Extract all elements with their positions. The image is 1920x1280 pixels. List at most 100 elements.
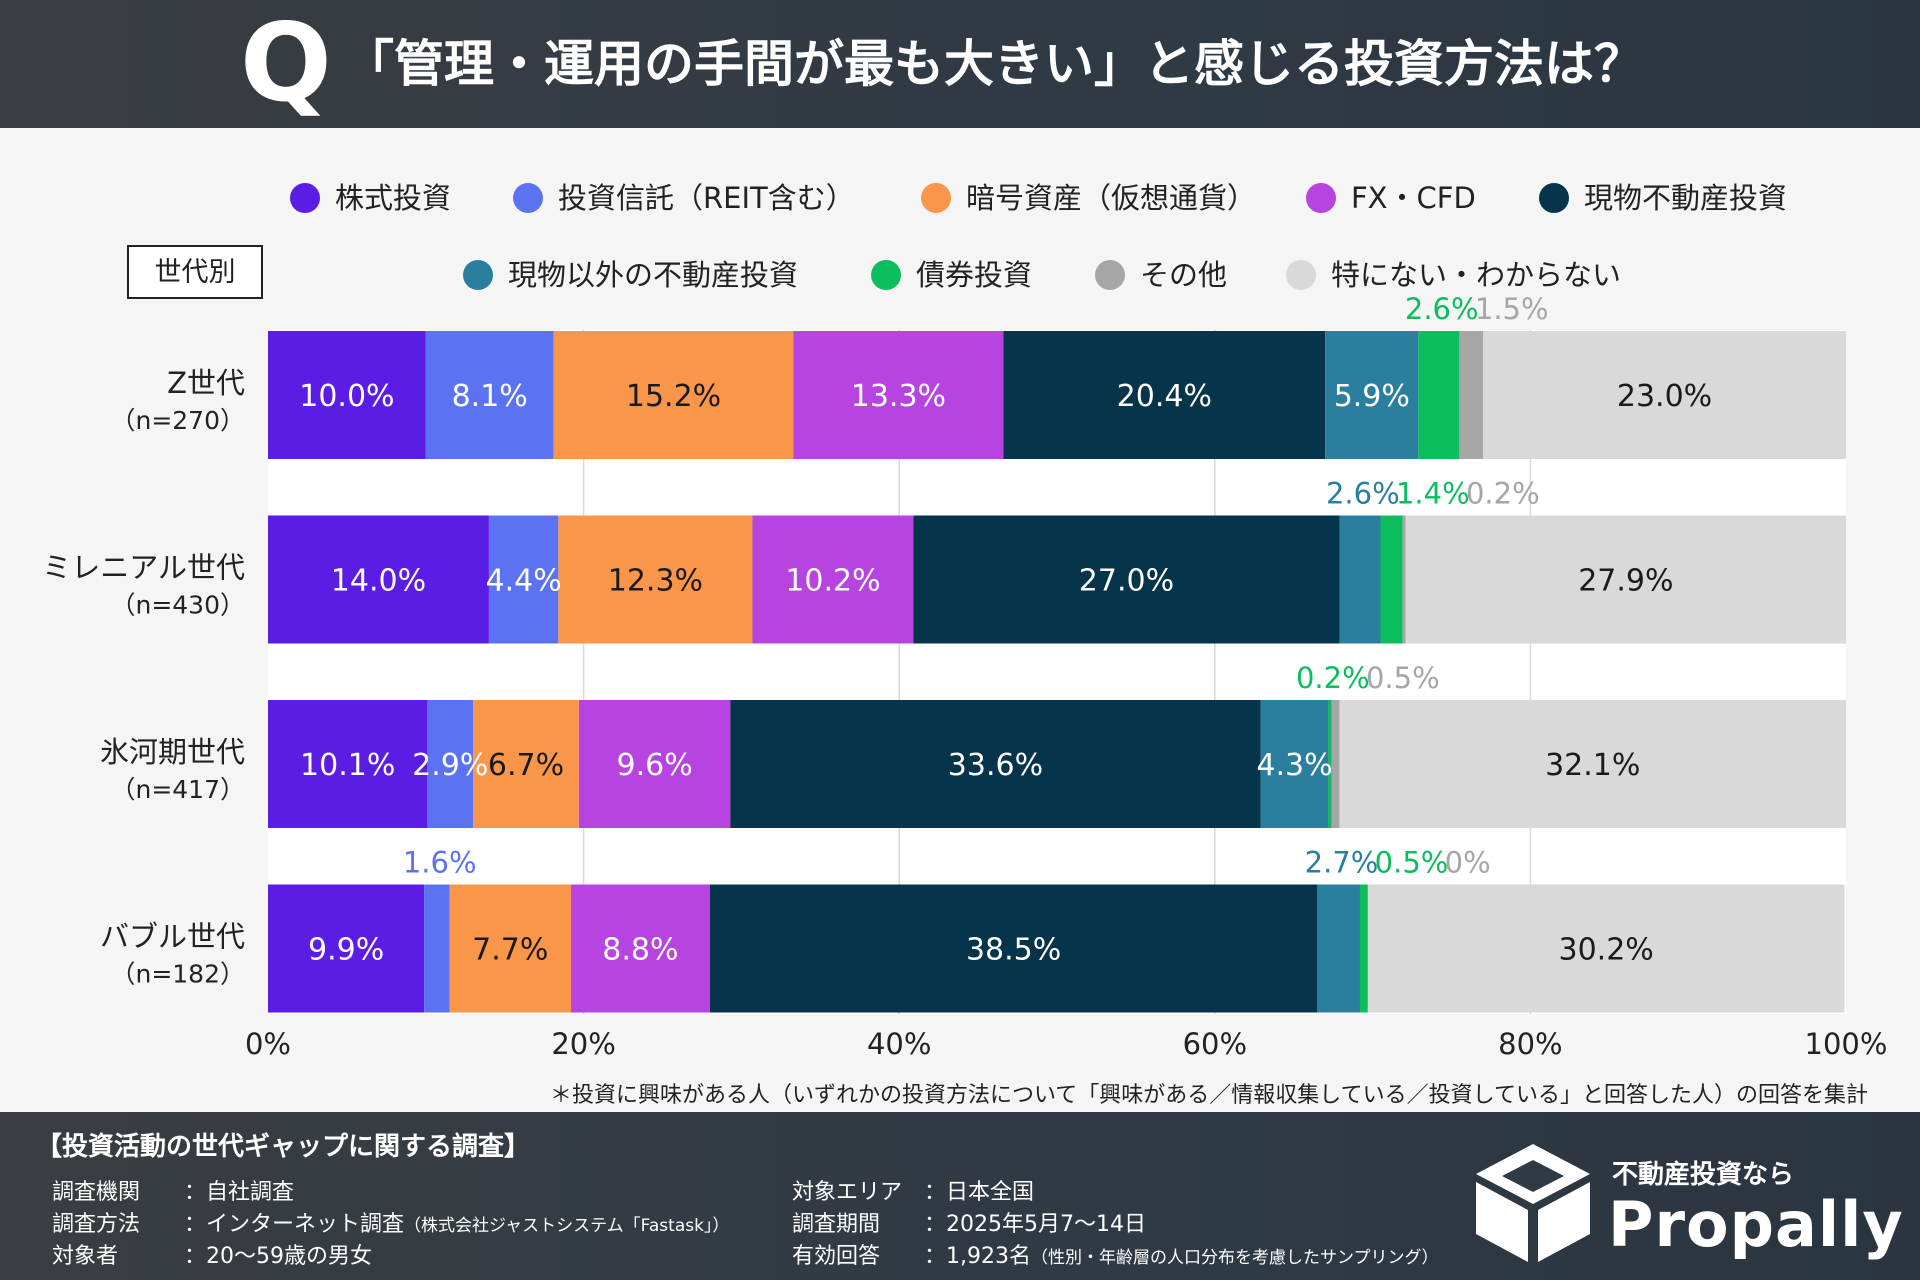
data-label: 10.2%: [785, 564, 880, 599]
data-label: 2.6%: [1405, 292, 1479, 326]
bar-segment: [553, 331, 794, 459]
survey-info-target: 対象者 ：20～59歳の男女: [52, 1238, 372, 1270]
bar-segment: [488, 515, 559, 644]
category-label: ミレニアル世代: [42, 551, 245, 585]
data-label: 6.7%: [488, 748, 564, 783]
info-key: 調査機関: [52, 1180, 141, 1205]
survey-info-period: 調査期間 ：2025年5月7～14日: [792, 1206, 1146, 1238]
legend-dot: [1286, 260, 1316, 290]
bar-segment: [1339, 700, 1846, 828]
data-label: 0.2%: [1296, 661, 1370, 695]
page-title: 「管理・運用の手間が最も大きい」と感じる投資方法は？: [344, 35, 1644, 93]
category-label: 氷河期世代: [100, 735, 245, 769]
category-sublabel: （n=270）: [110, 406, 245, 435]
info-value: ：1,923名: [924, 1244, 1031, 1269]
data-label: 7.7%: [472, 933, 548, 968]
survey-info-org: 調査機関 ：自社調査: [52, 1174, 294, 1206]
survey-title: 【投資活動の世代ギャップに関する調査】: [36, 1132, 531, 1162]
data-label: 27.9%: [1578, 564, 1673, 599]
bar-segment: [268, 884, 425, 1013]
bar-segment: [1260, 700, 1329, 828]
legend-dot: [921, 183, 951, 213]
bar-segment: [424, 884, 450, 1013]
bar-segment: [1331, 700, 1340, 828]
data-label: 2.9%: [412, 748, 488, 783]
footnote: ＊投資に興味がある人（いずれかの投資方法について「興味がある／情報収集している／…: [550, 1083, 1868, 1108]
bar-segment: [1367, 884, 1845, 1013]
legend-label: 現物以外の不動産投資: [508, 258, 798, 292]
legend-dot: [463, 260, 493, 290]
legend-dot: [1306, 183, 1336, 213]
bar-segment: [752, 515, 914, 644]
bar-segment: [1402, 515, 1406, 644]
data-label: 0%: [1445, 846, 1491, 880]
bar-segment: [473, 700, 579, 828]
legend-label: 投資信託（REIT含む）: [558, 181, 855, 215]
bar-segment: [449, 884, 571, 1013]
info-key: 有効回答: [792, 1244, 881, 1269]
x-tick-label: 80%: [1498, 1027, 1562, 1061]
legend-dot: [1095, 260, 1125, 290]
data-label: 8.8%: [602, 933, 678, 968]
stacked-bar-chart: 世代別 株式投資 投資信託（REIT含む） 暗号資産（仮想通貨） FX・CFD 現物不動産…: [42, 181, 1888, 1108]
bar-segment: [268, 331, 426, 459]
info-key: 調査方法: [52, 1212, 141, 1237]
data-label: 27.0%: [1079, 564, 1174, 599]
bar-segment: [1380, 515, 1403, 644]
bar-segment: [730, 700, 1261, 828]
x-tick-label: 20%: [551, 1027, 615, 1061]
info-value: ：自社調査: [184, 1180, 295, 1205]
bar-segment: [709, 884, 1318, 1013]
data-label: 30.2%: [1558, 933, 1653, 968]
legend-dot: [1539, 183, 1569, 213]
legend-label: 株式投資: [335, 181, 451, 215]
bar-segment: [1359, 884, 1368, 1013]
data-label: 8.1%: [452, 379, 528, 414]
info-note: （性別・年齢層の人口分布を考慮したサンプリング）: [1030, 1248, 1439, 1268]
bar-segment: [570, 884, 710, 1013]
info-value: ：日本全国: [924, 1180, 1035, 1205]
info-key: 対象エリア: [792, 1180, 903, 1205]
data-label: 1.5%: [1475, 292, 1549, 326]
data-label: 2.7%: [1305, 846, 1379, 880]
info-value: ：2025年5月7～14日: [924, 1212, 1146, 1237]
x-tick-label: 100%: [1805, 1027, 1888, 1061]
data-label: 9.9%: [308, 933, 384, 968]
bar-segment: [1339, 515, 1381, 644]
x-tick-label: 40%: [867, 1027, 931, 1061]
survey-info-method: 調査方法 ：インターネット調査（株式会社ジャストシステム「Fastask」）: [52, 1206, 729, 1238]
bar-segment: [268, 700, 428, 828]
bar-segment: [268, 515, 489, 644]
data-label: 5.9%: [1334, 379, 1410, 414]
info-value: ：20～59歳の男女: [184, 1244, 372, 1269]
group-label: 世代別: [155, 257, 236, 288]
bar-segment: [1483, 331, 1846, 459]
data-label: 4.3%: [1256, 748, 1332, 783]
data-label: 9.6%: [617, 748, 693, 783]
data-label: 1.6%: [403, 846, 477, 880]
brand-tagline: 不動産投資なら: [1612, 1160, 1795, 1190]
data-label: 38.5%: [966, 933, 1061, 968]
legend-label: FX・CFD: [1351, 181, 1476, 215]
legend-dot: [513, 183, 543, 213]
legend-label: 特にない・わからない: [1331, 258, 1621, 292]
data-label: 0.2%: [1466, 477, 1540, 511]
category-label: バブル世代: [100, 920, 245, 954]
info-key: 対象者: [52, 1244, 119, 1269]
bar-segment: [1459, 331, 1484, 459]
data-label: 1.4%: [1396, 477, 1470, 511]
data-label: 2.6%: [1326, 477, 1400, 511]
propally-logo-icon: [1476, 1144, 1590, 1262]
data-label: 0.5%: [1375, 846, 1449, 880]
bar-segment: [578, 700, 731, 828]
header-bar: Q 「管理・運用の手間が最も大きい」と感じる投資方法は？: [0, 0, 1920, 128]
x-tick-label: 0%: [245, 1027, 291, 1061]
bar-segment: [913, 515, 1340, 644]
bar-segment: [1325, 331, 1419, 459]
bar-segment: [558, 515, 753, 644]
data-label: 23.0%: [1617, 379, 1712, 414]
bar-segment: [793, 331, 1004, 459]
data-label: 33.6%: [948, 748, 1043, 783]
data-label: 20.4%: [1117, 379, 1212, 414]
legend-label: 現物不動産投資: [1584, 181, 1787, 215]
